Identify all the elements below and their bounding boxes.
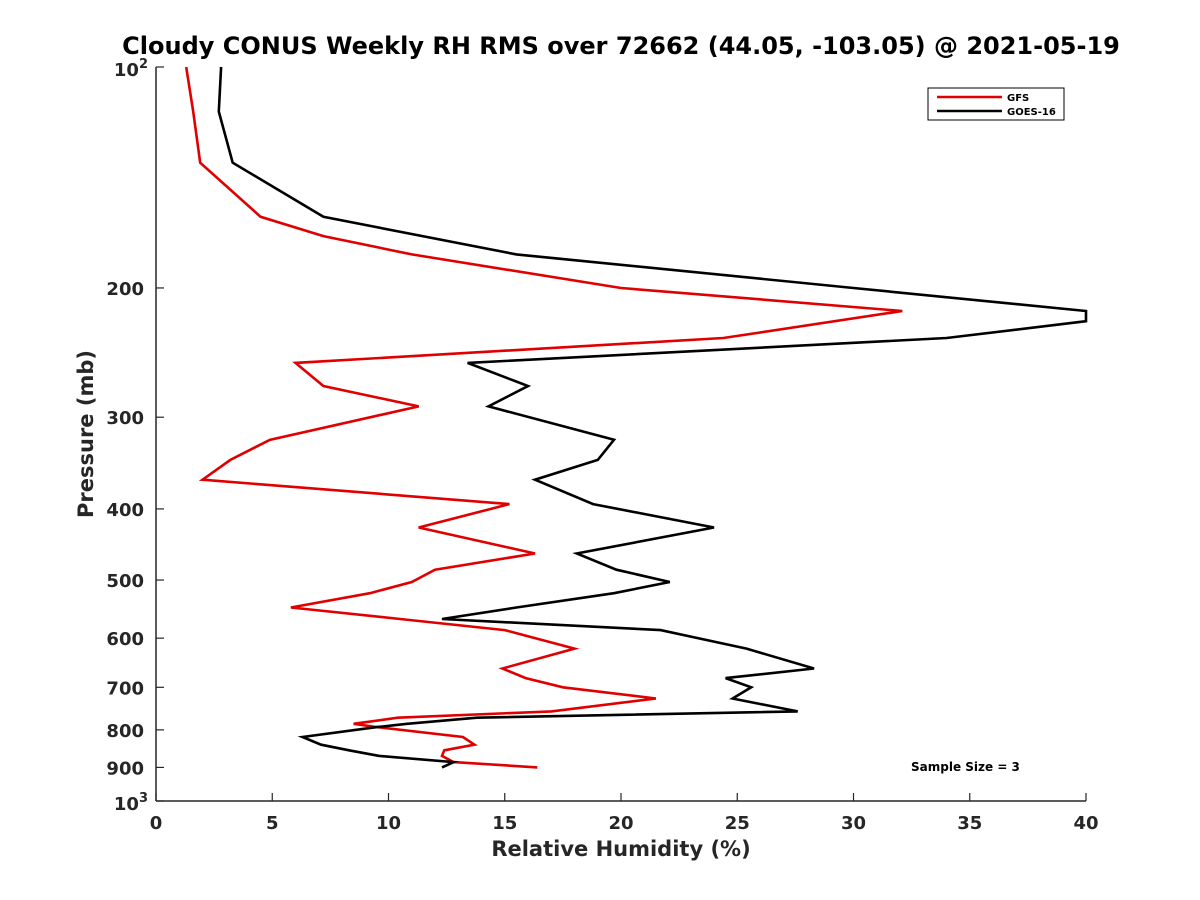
- legend: GFS GOES-16: [927, 87, 1065, 121]
- decade-base: 10: [114, 794, 139, 815]
- x-tick-label: 10: [376, 813, 401, 834]
- x-axis-label: Relative Humidity (%): [491, 837, 750, 861]
- series-group: [184, 66, 1088, 769]
- series-line-goes16: [217, 66, 1088, 769]
- x-tick-label: 20: [608, 813, 633, 834]
- sample-size-annotation: Sample Size = 3: [911, 760, 1020, 774]
- decade-exponent: 2: [139, 57, 148, 72]
- x-tick-label: 35: [957, 813, 982, 834]
- y-tick-label: 500: [106, 571, 144, 592]
- x-ticks: 0 5 10 15 20 25 30 35 40: [150, 793, 1099, 834]
- y-tick-label: 200: [106, 279, 144, 300]
- legend-label-goes16: GOES-16: [1007, 107, 1056, 118]
- decade-base: 10: [114, 60, 139, 81]
- x-tick-label: 40: [1073, 813, 1098, 834]
- y-tick-label: 400: [106, 500, 144, 521]
- x-tick-label: 30: [841, 813, 866, 834]
- x-tick-label: 15: [492, 813, 517, 834]
- y-tick-label: 700: [106, 678, 144, 699]
- x-tick-label: 0: [150, 813, 163, 834]
- y-tick-label: 300: [106, 408, 144, 429]
- x-tick-label: 5: [266, 813, 279, 834]
- y-tick-label: 600: [106, 629, 144, 650]
- decade-exponent: 3: [139, 791, 148, 806]
- legend-box: [927, 87, 1065, 121]
- y-tick-label: 900: [106, 758, 144, 779]
- y-decade-tick-label: 102: [114, 57, 148, 81]
- chart-title: Cloudy CONUS Weekly RH RMS over 72662 (4…: [122, 32, 1120, 60]
- y-decade-tick-label: 103: [114, 791, 148, 815]
- y-axis-label: Pressure (mb): [74, 350, 98, 518]
- plot-area: [156, 67, 1086, 801]
- x-tick-label: 25: [725, 813, 750, 834]
- legend-label-gfs: GFS: [1007, 93, 1029, 104]
- series-line-gfs: [184, 66, 903, 769]
- y-tick-label: 800: [106, 721, 144, 742]
